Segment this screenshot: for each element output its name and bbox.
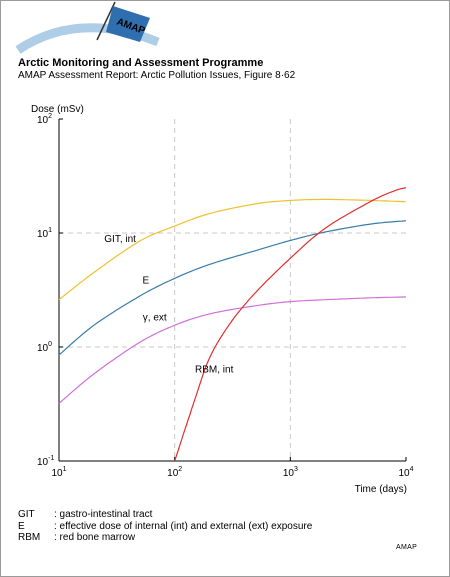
y-tick-label: 10-1	[37, 455, 54, 468]
legend-row-e: E : effective dose of internal (int) and…	[18, 521, 312, 533]
abbreviation-legend: GIT : gastro-intestinal tract E : effect…	[18, 509, 312, 544]
y-tick-label: 102	[37, 113, 52, 126]
header-subtitle: AMAP Assessment Report: Arctic Pollution…	[18, 70, 296, 81]
legend-row-git: GIT : gastro-intestinal tract	[18, 509, 312, 521]
legend-desc: : gastro-intestinal tract	[54, 509, 153, 520]
logo-pole	[96, 1, 116, 41]
legend-abbr: GIT	[18, 509, 35, 520]
legend-row-rbm: RBM : red bone marrow	[18, 532, 312, 544]
x-tick-label: 104	[398, 466, 413, 479]
legend-abbr: RBM	[18, 532, 41, 543]
series-label: E	[143, 276, 150, 287]
y-axis-title: Dose (mSv)	[31, 104, 84, 115]
series-label: γ, ext	[143, 313, 167, 324]
header-title: Arctic Monitoring and Assessment Program…	[18, 57, 264, 69]
logo-flag	[106, 6, 150, 42]
x-tick-label: 101	[51, 466, 66, 479]
series-line-2	[58, 220, 407, 356]
series-label: GIT, int	[104, 234, 136, 245]
credit-label: AMAP	[396, 544, 418, 551]
series-line-3	[58, 296, 407, 404]
series-line-1	[58, 198, 406, 301]
amap-logo: AMAP	[15, 1, 160, 54]
legend-desc: : effective dose of internal (int) and e…	[54, 520, 313, 532]
y-tick-label: 101	[37, 227, 52, 240]
legend-desc: : red bone marrow	[54, 532, 136, 543]
x-tick-label: 103	[283, 466, 298, 479]
legend-abbr: E	[18, 520, 25, 532]
series-line-4	[174, 187, 407, 462]
x-tick-label: 102	[167, 466, 182, 479]
x-axis-title: Time (days)	[355, 484, 407, 495]
y-tick-label: 100	[37, 341, 52, 354]
series-label: RBM, int	[195, 364, 234, 375]
